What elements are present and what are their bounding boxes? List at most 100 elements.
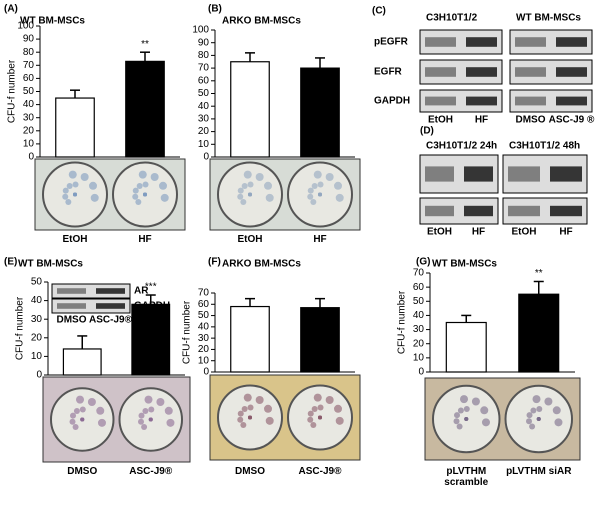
y-tick-label: 60	[23, 73, 35, 84]
blot-row-label: AR	[134, 286, 149, 297]
band	[556, 96, 587, 106]
y-tick-label: 90	[198, 37, 210, 48]
band	[515, 67, 546, 77]
colony	[307, 187, 314, 194]
y-tick-label: 50	[23, 86, 35, 97]
band	[556, 37, 587, 47]
y-tick-label: 10	[31, 351, 43, 362]
colony	[237, 187, 244, 194]
colony	[69, 418, 76, 425]
blot-header: WT BM-MSCs	[516, 13, 581, 24]
colony	[335, 416, 344, 425]
colony	[241, 406, 248, 413]
lane-label: HF	[559, 227, 572, 238]
colony	[159, 181, 168, 190]
colony	[536, 417, 541, 421]
significance: ***	[145, 282, 157, 293]
band	[425, 67, 456, 77]
blot-strip	[419, 89, 503, 113]
lane-label: DMSO	[57, 315, 87, 326]
colony	[471, 397, 480, 406]
colony	[96, 406, 105, 415]
colony	[317, 181, 324, 188]
y-tick-label: 50	[413, 296, 425, 307]
colony	[554, 418, 563, 427]
panel-label: (D)	[420, 126, 434, 137]
colony	[156, 397, 165, 406]
lane-label: EtOH	[428, 115, 453, 126]
y-tick-label: 30	[23, 112, 35, 123]
y-axis-label: CFU-f number	[182, 300, 193, 364]
band	[57, 288, 86, 294]
colony	[132, 193, 139, 200]
colony	[70, 412, 77, 419]
y-tick-label: 20	[198, 126, 210, 137]
colony	[529, 423, 536, 430]
band	[508, 205, 540, 217]
colony	[72, 423, 79, 430]
y-tick-label: 40	[31, 295, 43, 306]
y-tick-label: 50	[31, 277, 43, 288]
panel-label: (A)	[4, 4, 18, 15]
y-tick-label: 0	[203, 367, 209, 378]
lane-label: ASC-J9®	[89, 315, 133, 326]
y-tick-label: 70	[198, 63, 210, 74]
blot-row-label: pEGFR	[374, 37, 409, 48]
lane-label: HF	[475, 115, 488, 126]
band	[556, 67, 587, 77]
colony	[76, 395, 85, 404]
colony	[463, 406, 470, 413]
band	[466, 96, 497, 106]
colony	[265, 416, 274, 425]
colony	[150, 172, 159, 181]
colony	[481, 418, 490, 427]
colony	[138, 412, 145, 419]
y-tick-label: 40	[413, 310, 425, 321]
colony	[62, 187, 69, 194]
y-tick-label: 0	[28, 152, 34, 163]
y-tick-label: 10	[198, 355, 210, 366]
colony	[237, 410, 244, 417]
x-tick-label: HF	[313, 234, 327, 245]
colony	[66, 183, 73, 190]
band	[57, 303, 86, 309]
x-tick-label: pLVTHM siAR	[506, 466, 572, 477]
x-tick-label: EtOH	[62, 234, 88, 245]
bar	[300, 307, 340, 373]
band	[425, 96, 456, 106]
colony	[313, 170, 322, 179]
y-tick-label: 40	[23, 99, 35, 110]
colony	[237, 416, 244, 423]
x-tick-label: DMSO	[67, 466, 98, 477]
y-tick-label: 20	[31, 332, 43, 343]
colony	[307, 193, 314, 200]
blot-strip	[509, 89, 593, 113]
colony	[72, 181, 79, 188]
band	[550, 205, 582, 217]
chart-title: WT BM-MSCs	[20, 16, 85, 27]
lane-label: EtOH	[427, 227, 452, 238]
y-tick-label: 20	[23, 125, 35, 136]
y-tick-label: 60	[198, 75, 210, 86]
colony	[318, 415, 322, 420]
y-tick-label: 0	[418, 367, 424, 378]
colony	[136, 183, 143, 190]
colony	[65, 198, 72, 205]
band	[466, 37, 497, 47]
y-axis-label: CFU-f number	[397, 290, 408, 354]
x-tick-label: ASC-J9®	[129, 466, 173, 477]
band	[96, 303, 125, 309]
x-tick-label: EtOH	[237, 234, 263, 245]
y-tick-label: 20	[198, 344, 210, 355]
colony	[325, 172, 334, 181]
colony	[243, 393, 252, 402]
colony	[138, 418, 145, 425]
band	[515, 37, 546, 47]
colony	[247, 181, 254, 188]
y-tick-label: 30	[413, 324, 425, 335]
y-tick-label: 40	[198, 101, 210, 112]
colony	[164, 406, 173, 415]
colony	[264, 181, 273, 190]
colony	[318, 192, 322, 197]
colony	[89, 181, 98, 190]
